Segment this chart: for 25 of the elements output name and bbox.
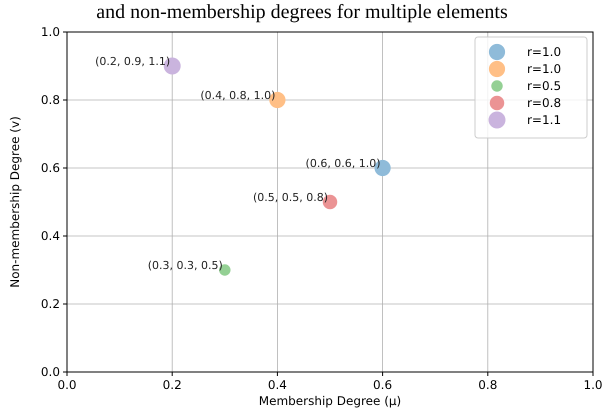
y-tick-label: 0.6	[40, 161, 60, 175]
annotation: (0.3, 0.3, 0.5)	[148, 259, 223, 272]
y-axis-title: Non-membership Degree (v)	[8, 116, 22, 288]
x-tick-label: 1.0	[583, 378, 603, 392]
legend-label: r=1.0	[527, 62, 562, 76]
x-tick-label: 0.8	[478, 378, 498, 392]
legend-label: r=1.0	[527, 45, 562, 59]
y-tick-label: 0.2	[40, 297, 60, 311]
y-tick-label: 1.0	[40, 25, 60, 39]
x-tick-label: 0.0	[57, 378, 77, 392]
x-tick-label: 0.6	[373, 378, 392, 392]
y-tick-label: 0.4	[40, 229, 60, 243]
annotation: (0.6, 0.6, 1.0)	[306, 157, 381, 170]
x-tick-label: 0.4	[268, 378, 287, 392]
annotation: (0.4, 0.8, 1.0)	[200, 89, 276, 102]
legend-label: r=0.8	[527, 96, 562, 110]
annotation: (0.5, 0.5, 0.8)	[252, 191, 328, 204]
legend-label: r=0.5	[527, 79, 562, 93]
legend-label: r=1.1	[527, 113, 562, 127]
chart-title: and non-membership degrees for multiple elements	[96, 1, 508, 23]
y-tick-label: 0.8	[40, 93, 60, 107]
x-tick-label: 0.2	[162, 378, 182, 392]
x-axis-title: Membership Degree (μ)	[258, 394, 402, 408]
y-tick-label: 0.0	[40, 365, 60, 379]
annotation: (0.2, 0.9, 1.1)	[95, 55, 170, 68]
